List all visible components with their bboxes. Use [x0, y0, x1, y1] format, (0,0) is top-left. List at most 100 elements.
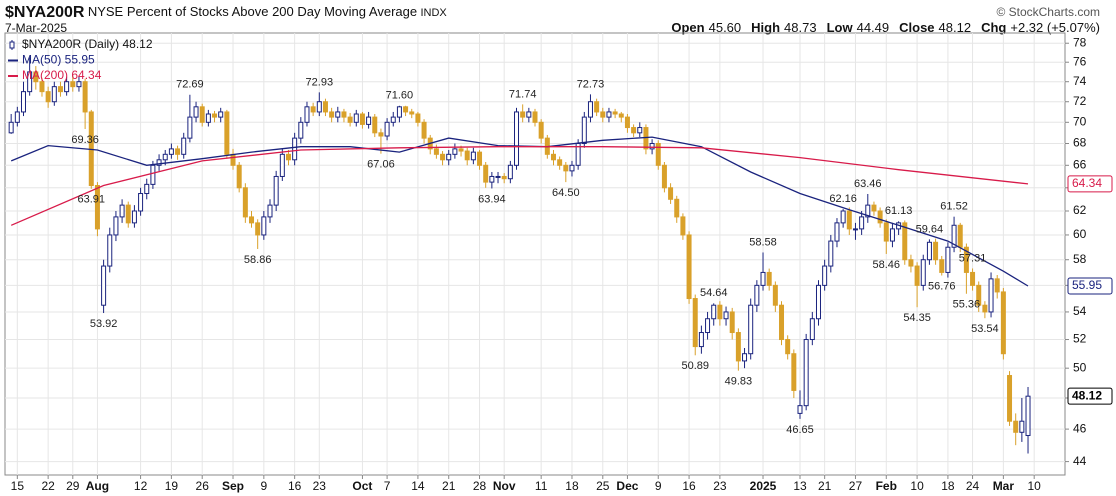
annotation-label: 55.36	[953, 299, 981, 311]
candle-body	[249, 216, 255, 224]
candle-body	[982, 304, 988, 313]
legend-icon	[9, 41, 15, 49]
x-tick-label: 16	[288, 479, 302, 493]
candle-body	[421, 121, 427, 139]
annotation-label: 49.83	[725, 376, 753, 388]
x-tick-label: 2025	[750, 479, 777, 493]
candle-body	[304, 106, 310, 123]
candle-body	[1000, 291, 1006, 355]
candle-body	[840, 210, 846, 224]
candle-body	[600, 111, 606, 118]
x-tick-label: 19	[165, 479, 179, 493]
x-tick-label: Oct	[352, 479, 372, 493]
last-value-box	[1067, 387, 1113, 405]
candle-body	[39, 81, 45, 93]
candle-body	[735, 332, 741, 362]
candle-body	[705, 318, 711, 334]
candle-body	[366, 116, 372, 125]
x-tick-label: 26	[196, 479, 210, 493]
candle-body	[514, 111, 520, 166]
candle-body	[1007, 375, 1013, 422]
x-tick-label: 23	[713, 479, 727, 493]
candle-body	[45, 91, 51, 103]
candle-body	[520, 111, 526, 118]
candle-body	[680, 216, 686, 236]
candle-body	[631, 127, 637, 134]
exchange: INDX	[420, 7, 447, 19]
candle-body	[711, 304, 717, 320]
x-tick-label: 23	[313, 479, 327, 493]
annotation-label: 72.69	[176, 79, 204, 91]
annotation-label: 50.89	[681, 360, 709, 372]
candle-body	[255, 222, 261, 236]
symbol-name: NYSE Percent of Stocks Above 200 Day Mov…	[88, 4, 417, 19]
candle-body	[14, 111, 20, 123]
candle-body	[341, 111, 347, 118]
y-tick-label: 44	[1073, 454, 1087, 468]
candle-body	[125, 204, 131, 224]
y-tick-label: 78	[1073, 35, 1087, 49]
candle-body	[144, 183, 150, 195]
candle-body	[729, 311, 735, 334]
candle-body	[649, 142, 655, 150]
candle-body	[809, 318, 815, 341]
candle-body	[285, 153, 291, 161]
legend-label: MA(50) 55.95	[22, 53, 95, 67]
candle-body	[199, 106, 205, 123]
candle-body	[655, 142, 661, 166]
x-tick-label: 21	[442, 479, 456, 493]
y-tick-label: 60	[1073, 227, 1087, 241]
y-tick-label: 46	[1073, 421, 1087, 435]
candle-body	[963, 246, 969, 273]
candle-body	[119, 204, 125, 218]
candle-body	[637, 127, 643, 134]
legend-label: MA(200) 64.34	[22, 68, 102, 82]
candle-body	[242, 187, 248, 218]
y-tick-label: 52	[1073, 332, 1087, 346]
x-tick-label: 13	[793, 479, 807, 493]
x-tick-label: 9	[655, 479, 662, 493]
annotation-label: 53.92	[90, 318, 118, 330]
candle-body	[310, 106, 316, 113]
candle-body	[994, 278, 1000, 293]
candle-body	[815, 284, 821, 320]
y-tick-label: 70	[1073, 114, 1087, 128]
candle-body	[187, 116, 193, 139]
annotation-label: 63.46	[854, 178, 882, 190]
quote-value: +2.32 (+5.07%)	[1010, 20, 1100, 35]
x-tick-label: 10	[910, 479, 924, 493]
candle-body	[446, 153, 452, 161]
candle-body	[852, 228, 858, 231]
candle-body	[828, 240, 834, 267]
moving-average-line	[10, 146, 1029, 226]
candle-body	[859, 216, 865, 230]
y-tick-label: 74	[1073, 74, 1087, 88]
candle-body	[945, 246, 951, 273]
candle-body	[175, 148, 181, 155]
quote-value: 44.49	[857, 20, 890, 35]
y-tick-label: 76	[1073, 54, 1087, 68]
candle-body	[661, 164, 667, 189]
candle-body	[686, 234, 692, 300]
candle-body	[933, 241, 939, 261]
quote-label: Chg	[981, 20, 1006, 35]
candle-body	[113, 216, 119, 236]
candle-body	[156, 159, 162, 166]
candle-body	[563, 164, 569, 172]
candle-body	[452, 148, 458, 155]
annotation-label: 61.52	[940, 201, 968, 213]
candle-body	[612, 111, 618, 115]
candle-body	[939, 259, 945, 273]
y-tick-label: 72	[1073, 94, 1087, 108]
x-tick-label: 24	[966, 479, 980, 493]
last-value-box	[1067, 277, 1113, 295]
quote-value: 48.73	[784, 20, 817, 35]
candle-body	[624, 116, 630, 129]
candle-body	[372, 116, 378, 134]
quote-value: 45.60	[709, 20, 742, 35]
candle-body	[470, 151, 476, 161]
candle-body	[396, 106, 402, 118]
candle-body	[970, 271, 976, 286]
annotation-label: 63.94	[478, 193, 506, 205]
candle-body	[107, 234, 113, 267]
